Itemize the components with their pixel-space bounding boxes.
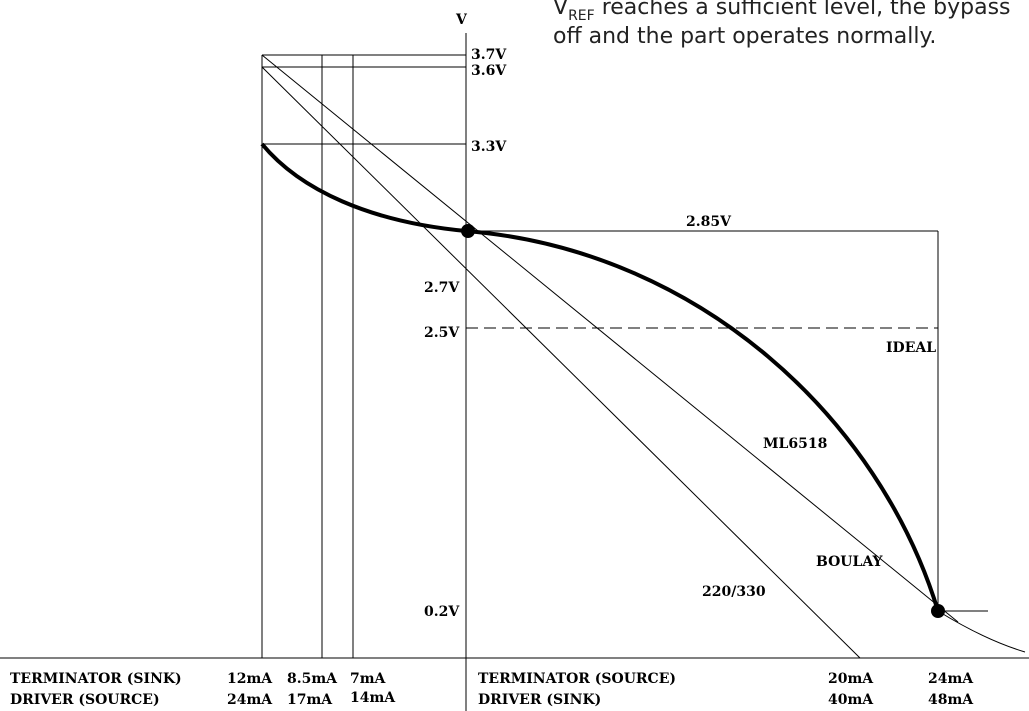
source-value-17ma: 17mA (287, 692, 333, 708)
label-0-2v: 0.2V (424, 604, 460, 620)
load-line-boulay (261, 54, 959, 623)
sink-value-12ma: 12mA (227, 671, 273, 687)
label-2-85v: 2.85V (686, 214, 732, 230)
terminator-source-value-24ma: 24mA (928, 671, 974, 687)
driver-sink-value-48ma: 48mA (928, 692, 974, 708)
label-boulay: BOULAY (816, 554, 884, 570)
source-value-24ma: 24mA (227, 692, 273, 708)
terminator-source-value-20ma: 20mA (828, 671, 874, 687)
driver-sink-value-40ma: 40mA (828, 692, 874, 708)
terminator-sink-label: TERMINATOR (SINK) (10, 671, 182, 687)
header-text-line-1: VREF reaches a sufficient level, the byp… (553, 0, 1011, 24)
source-value-14ma: 14mA (350, 690, 396, 706)
label-ideal: IDEAL (886, 340, 936, 356)
header-vref-subscript: REF (568, 8, 595, 24)
label-2-5v: 2.5V (424, 325, 460, 341)
ml6518-curve (260, 142, 940, 612)
sink-value-8-5ma: 8.5mA (287, 671, 338, 687)
header-vref-prefix: V (553, 0, 568, 20)
y-axis-label: V (455, 12, 468, 28)
label-220-330: 220/330 (702, 584, 766, 600)
operating-point-2-85v (461, 224, 475, 238)
label-3-7v: 3.7V (471, 47, 507, 63)
driver-source-label: DRIVER (SOURCE) (10, 692, 160, 708)
label-3-6v: 3.6V (471, 63, 507, 79)
load-line-220-330 (261, 66, 861, 659)
label-3-3v: 3.3V (471, 139, 507, 155)
terminator-source-label: TERMINATOR (SOURCE) (478, 671, 676, 687)
header-text-line-2: off and the part operates normally. (553, 24, 936, 49)
driver-sink-label: DRIVER (SINK) (478, 692, 601, 708)
label-2-7v: 2.7V (424, 280, 460, 296)
sink-value-7ma: 7mA (350, 671, 387, 687)
tail-curve (937, 610, 1026, 653)
header-line-1-rest: reaches a sufficient level, the bypass (595, 0, 1011, 20)
operating-point-24ma (931, 604, 945, 618)
label-ml6518: ML6518 (763, 436, 827, 452)
